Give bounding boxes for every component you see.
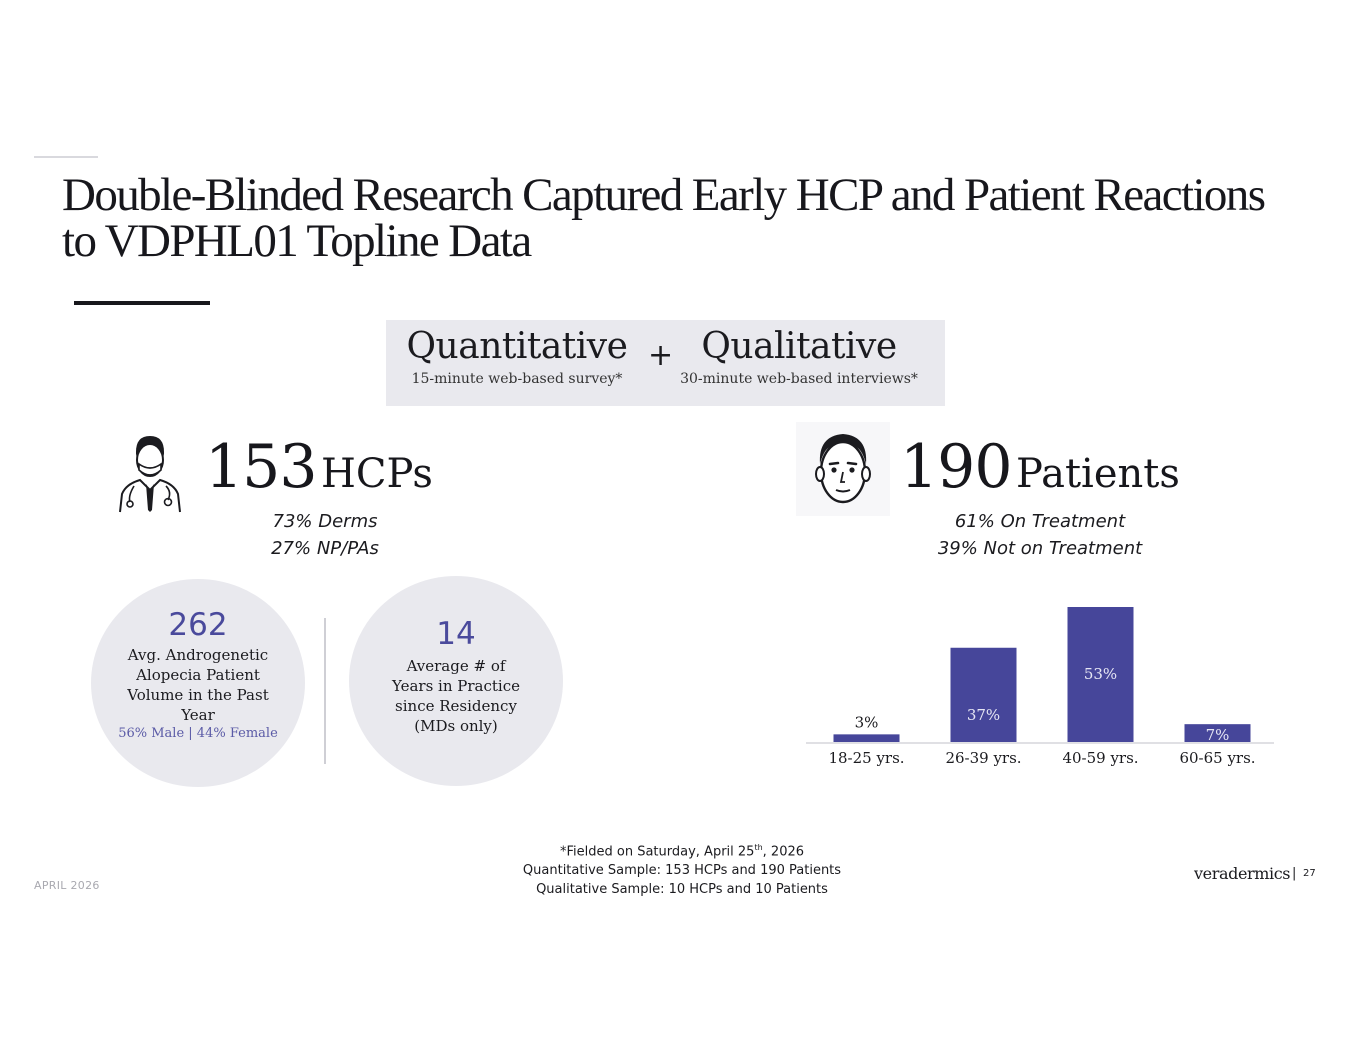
- qualitative-block: Qualitative 30-minute web-based intervie…: [674, 324, 924, 388]
- slide-date: APRIL 2026: [34, 879, 100, 892]
- chart-bar-1: [950, 647, 1017, 742]
- patient-volume-circle: 262 Avg. Androgenetic Alopecia Patient V…: [91, 579, 305, 787]
- age-distribution-chart: 3% 18-25 yrs. 37% 26-39 yrs. 53% 40-59 yrs. 7%…: [800, 595, 1280, 775]
- footnote-line3: Qualitative Sample: 10 HCPs and 10 Patie…: [536, 882, 828, 898]
- slide-title-line2: to VDPHL01 Topline Data: [62, 215, 532, 267]
- doctor-icon: [112, 430, 188, 514]
- patient-face-icon: [796, 422, 890, 516]
- years-in-practice-value: 14: [436, 616, 476, 652]
- qualitative-sub: 30-minute web-based interviews*: [680, 371, 918, 387]
- years-in-practice-circle: 14 Average # of Years in Practice since …: [349, 576, 563, 786]
- patient-count: 190: [900, 432, 1013, 502]
- footnote-suffix: , 2026: [762, 844, 805, 860]
- plus-sign: +: [648, 338, 674, 373]
- hcp-breakdown-derms: 73% Derms: [272, 511, 378, 532]
- hcp-count-block: 153 HCPs: [205, 432, 433, 502]
- header-mark: [34, 156, 98, 158]
- patient-volume-line4: Year: [181, 706, 215, 724]
- chart-tick-label-2: 40-59 yrs.: [1062, 749, 1138, 767]
- footnote-line2: Quantitative Sample: 153 HCPs and 190 Pa…: [522, 863, 842, 879]
- footnote-prefix: *Fielded on Saturday, April 25: [559, 844, 755, 860]
- chart-bar-2: [1067, 607, 1134, 742]
- stats-divider: [324, 618, 326, 764]
- quantitative-block: Quantitative 15-minute web-based survey*: [406, 324, 628, 388]
- brand-separator: |: [1292, 866, 1297, 881]
- chart-tick-label-1: 26-39 yrs.: [945, 749, 1021, 767]
- gender-split: 56% Male | 44% Female: [118, 726, 278, 741]
- brand-logo: veradermics: [1194, 864, 1291, 883]
- years-line4: (MDs only): [414, 717, 498, 735]
- slide-title-line1: Double-Blinded Research Captured Early H…: [62, 169, 1266, 221]
- patient-volume-line3: Volume in the Past: [127, 686, 269, 704]
- footnote: *Fielded on Saturday, April 25th, 2026 Q…: [432, 838, 932, 899]
- years-line3: since Residency: [395, 697, 517, 715]
- chart-data-label-3: 7%: [1206, 726, 1230, 744]
- chart-data-label-0: 3%: [855, 713, 879, 731]
- footnote-line1: *Fielded on Saturday, April 25th, 2026: [432, 838, 932, 861]
- chart-bar-3: [1184, 724, 1251, 742]
- qualitative-heading: Qualitative: [701, 326, 897, 367]
- patient-label: Patients: [1015, 451, 1180, 497]
- patient-breakdown-on: 61% On Treatment: [954, 511, 1126, 532]
- patient-breakdown: 61% On Treatment 39% Not on Treatment: [905, 508, 1175, 562]
- years-line2: Years in Practice: [392, 677, 520, 695]
- patient-count-block: 190 Patients: [900, 432, 1180, 502]
- age-chart-svg: 3% 18-25 yrs. 37% 26-39 yrs. 53% 40-59 yrs. 7%…: [806, 607, 1274, 767]
- chart-tick-label-0: 18-25 yrs.: [828, 749, 904, 767]
- chart-data-label-2: 53%: [1084, 665, 1117, 683]
- patient-breakdown-not-on: 39% Not on Treatment: [937, 538, 1143, 559]
- hcp-label: HCPs: [320, 451, 433, 497]
- page-number: 27: [1303, 868, 1316, 879]
- slide-title: Double-Blinded Research Captured Early H…: [62, 169, 1332, 267]
- chart-bar-0: [833, 734, 900, 742]
- chart-tick-label-3: 60-65 yrs.: [1179, 749, 1255, 767]
- patient-volume-value: 262: [168, 607, 228, 643]
- patient-volume-line2: Alopecia Patient: [136, 666, 260, 684]
- methods-box: Quantitative 15-minute web-based survey*…: [386, 320, 945, 406]
- quantitative-heading: Quantitative: [406, 326, 628, 367]
- years-line1: Average # of: [406, 657, 506, 675]
- title-underline: [74, 301, 210, 305]
- chart-data-label-1: 37%: [967, 706, 1000, 724]
- hcp-breakdown: 73% Derms 27% NP/PAs: [200, 508, 450, 562]
- hcp-count: 153: [205, 432, 318, 502]
- hcp-breakdown-nppas: 27% NP/PAs: [271, 538, 379, 559]
- patient-volume-line1: Avg. Androgenetic: [127, 646, 269, 664]
- quantitative-sub: 15-minute web-based survey*: [411, 371, 623, 387]
- footnote-sup: th: [754, 843, 763, 852]
